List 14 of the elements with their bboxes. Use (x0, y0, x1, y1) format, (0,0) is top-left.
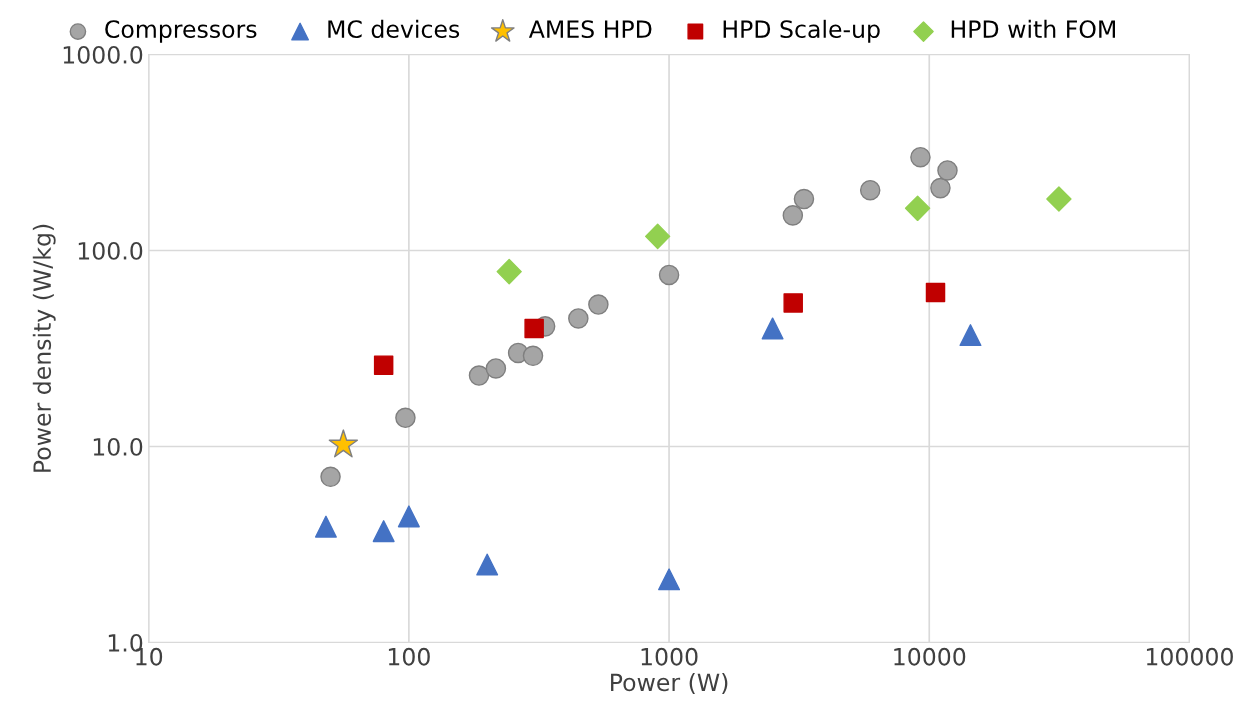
x-tick-label: 10000 (894, 647, 966, 666)
y-tick-label: 1000.0 (63, 45, 143, 64)
x-tick-label: 100000 (1146, 647, 1233, 666)
y-tick-label: 100.0 (78, 241, 143, 260)
legend-label: Compressors (105, 20, 257, 43)
y-tick-label: 10.0 (93, 437, 143, 456)
legend-label: MC devices (328, 19, 460, 39)
legend-label: HPD Scale-up (723, 19, 880, 43)
legend-label: HPD with FOM (951, 19, 1115, 39)
x-tick-label: 100 (388, 647, 430, 666)
y-axis-title: Power density (W/kg) (32, 224, 56, 472)
x-tick-label: 1000 (641, 647, 698, 666)
legend-label: AMES HPD (528, 20, 652, 39)
x-axis-title: Power (W) (611, 673, 728, 695)
